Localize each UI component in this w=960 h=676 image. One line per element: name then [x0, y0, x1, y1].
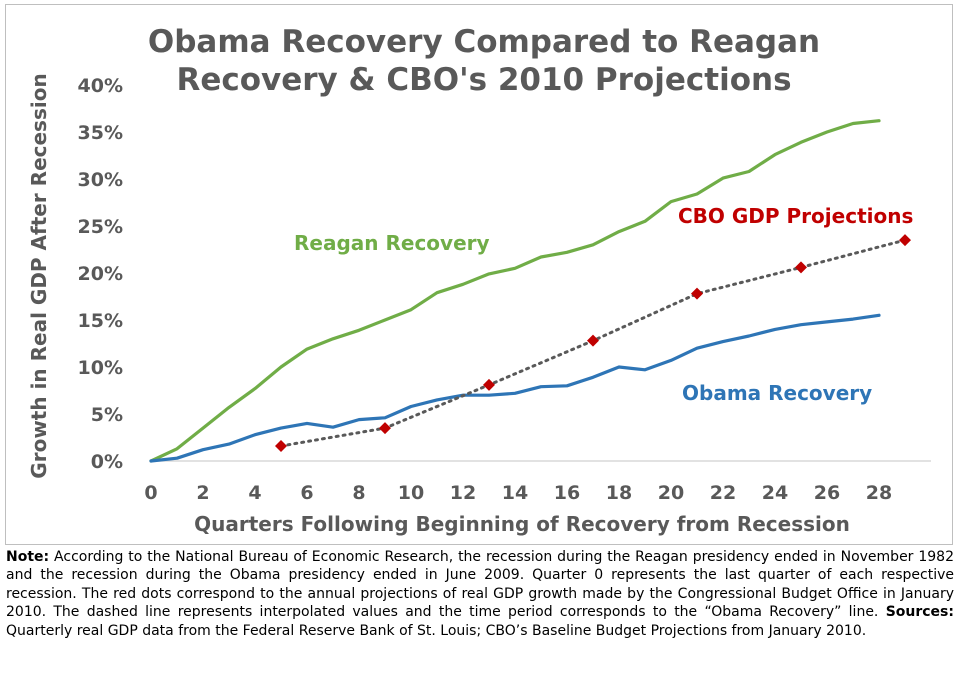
- x-tick-label: 4: [248, 482, 261, 504]
- cbo-projection-point: [691, 287, 703, 300]
- x-tick-label: 6: [300, 482, 313, 504]
- y-tick-label: 10%: [78, 357, 123, 379]
- y-tick-label: 20%: [78, 263, 123, 285]
- note-label: Note:: [6, 549, 50, 565]
- chart-title-line2: Recovery & CBO's 2010 Projections: [176, 62, 791, 98]
- x-tick-label: 24: [762, 482, 788, 504]
- footnote: Note: According to the National Bureau o…: [6, 548, 954, 640]
- cbo-projection-point: [275, 439, 287, 452]
- y-tick-label: 0%: [91, 451, 123, 473]
- y-tick-label: 35%: [78, 122, 123, 144]
- x-axis-label: Quarters Following Beginning of Recovery…: [194, 512, 850, 536]
- y-tick-label: 5%: [91, 404, 123, 426]
- plot-area: 0%5%10%15%20%25%30%35%40%0 2 4 6 8 10 12 14 16 18…: [78, 75, 931, 504]
- y-tick-label: 25%: [78, 216, 123, 238]
- x-tick-label: 12: [450, 482, 476, 504]
- series-label-obama: Obama Recovery: [682, 381, 872, 405]
- cbo-projection-point: [379, 422, 391, 435]
- x-tick-label: 26: [814, 482, 840, 504]
- reagan-recovery-line: [149, 119, 881, 463]
- cbo-projection-point: [795, 261, 807, 274]
- x-tick-label: 0: [144, 482, 157, 504]
- cbo-projection-point: [483, 378, 495, 391]
- chart-title-line1: Obama Recovery Compared to Reagan: [148, 24, 820, 60]
- y-axis-label: Growth in Real GDP After Recession: [27, 73, 51, 478]
- obama-recovery-line: [149, 313, 881, 463]
- x-tick-label: 10: [398, 482, 424, 504]
- note-text: According to the National Bureau of Econ…: [6, 549, 954, 621]
- y-tick-label: 40%: [78, 75, 123, 97]
- chart-frame: Obama Recovery Compared to Reagan Recove…: [5, 4, 953, 545]
- chart-svg: Obama Recovery Compared to Reagan Recove…: [27, 24, 931, 536]
- cbo-projection-point: [587, 334, 599, 347]
- x-tick-label: 14: [502, 482, 528, 504]
- sources-label: Sources:: [885, 604, 954, 621]
- y-tick-label: 30%: [78, 169, 123, 191]
- x-tick-label: 18: [606, 482, 632, 504]
- x-tick-label: 28: [866, 482, 892, 504]
- x-tick-label: 22: [710, 482, 736, 504]
- cbo-projection-point: [899, 234, 911, 247]
- series-label-reagan: Reagan Recovery: [294, 231, 490, 255]
- sources-text: Quarterly real GDP data from the Federal…: [6, 622, 867, 639]
- x-tick-label: 20: [658, 482, 684, 504]
- y-tick-label: 15%: [78, 310, 123, 332]
- x-tick-label: 2: [196, 482, 209, 504]
- x-tick-label: 8: [352, 482, 365, 504]
- series-label-cbo: CBO GDP Projections: [678, 204, 913, 228]
- x-tick-label: 16: [554, 482, 580, 504]
